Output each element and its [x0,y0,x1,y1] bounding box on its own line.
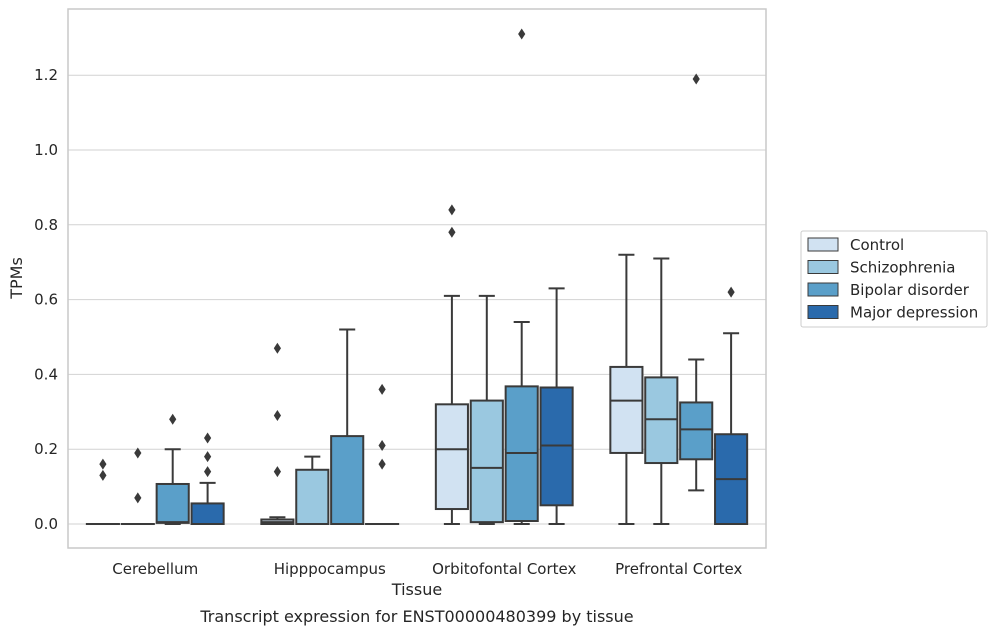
outlier-point [134,447,142,459]
y-tick-label: 0.0 [34,515,58,533]
chart-caption: Transcript expression for ENST0000048039… [199,607,633,626]
legend-label: Major depression [850,304,978,322]
outlier-point [448,204,456,216]
outlier-point [204,451,212,463]
box-0-0 [85,458,120,526]
outlier-point [378,458,386,470]
plot-frame [67,8,767,549]
y-tick-label: 0.8 [34,216,58,234]
outlier-point [134,492,142,504]
outlier-point [169,413,177,425]
y-tick-label: 0.4 [34,365,58,383]
outlier-point [692,73,700,85]
box-body [190,502,225,525]
y-tick-label: 1.2 [34,66,58,84]
box-body [330,435,365,525]
box-layer [85,28,749,526]
box-2-0 [434,204,469,525]
outlier-point [378,383,386,395]
box-2-2 [504,28,539,525]
box-body [155,482,190,524]
box-1-0 [260,342,295,526]
y-tick-label: 0.2 [34,440,58,458]
outlier-point [273,410,281,422]
legend: Control Schizophrenia Bipolar disorder Majo… [800,230,988,328]
legend-label: Bipolar disorder [850,281,970,299]
legend-label: Schizophrenia [850,259,955,277]
box-body [469,399,504,524]
outlier-point [273,466,281,478]
box-0-3 [190,432,225,525]
x-tick-label: Prefrontal Cortex [615,560,742,578]
x-tick-label: Hipppocampus [274,560,386,578]
box-1-2 [330,328,365,525]
box-1-1 [295,455,330,525]
box-3-1 [644,257,679,525]
box-3-2 [679,73,714,492]
box-2-3 [539,287,574,525]
outlier-point [378,439,386,451]
box-body [295,468,330,525]
legend-frame [800,230,988,328]
legend-swatch [807,282,839,297]
legend-swatch [807,305,839,319]
legend-swatch [807,260,839,274]
y-axis-label: TPMs [7,257,26,300]
legend-swatch [807,237,839,252]
box-body [679,401,714,461]
box-2-1 [469,294,504,525]
y-tick-label: 0.6 [34,291,58,309]
y-tick-label: 1.0 [34,141,58,159]
box-3-0 [609,253,644,525]
box-0-2 [155,413,190,525]
x-tick-label: Cerebellum [112,560,198,578]
box-0-1 [120,447,155,526]
outlier-point [99,458,107,470]
legend-label: Control [850,236,904,254]
outlier-point [273,342,281,354]
box-body [609,365,644,454]
outlier-point [518,28,526,40]
x-axis-label: Tissue [391,580,442,599]
box-body [434,403,469,511]
outlier-point [448,226,456,238]
grid-layer [68,74,766,525]
outlier-point [727,286,735,298]
box-1-3 [365,383,400,526]
outlier-point [204,432,212,444]
x-tick-label: Orbitofontal Cortex [432,560,576,578]
x-tick-labels: Cerebellum Hipppocampus Orbitofontal Corte… [112,560,742,578]
outlier-point [204,466,212,478]
y-tick-labels: 0.0 0.2 0.4 0.6 0.8 1.0 1.2 [34,66,58,533]
outlier-point [99,469,107,481]
box-3-3 [714,286,749,525]
